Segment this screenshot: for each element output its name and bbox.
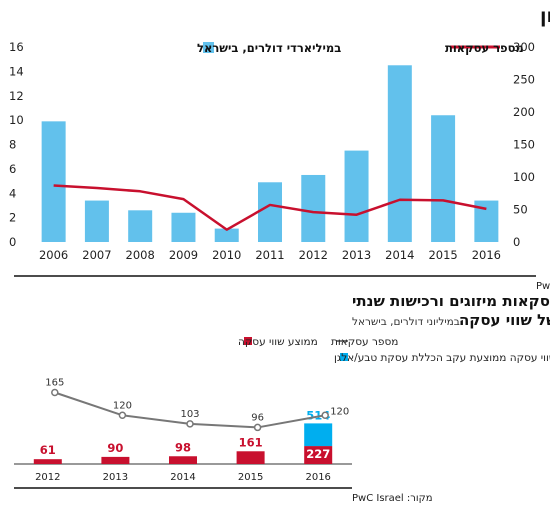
avg-legend-label: ממוצע שווי עסקה <box>238 336 318 348</box>
bar-2006 <box>41 121 66 242</box>
avg-bar-2012 <box>33 459 62 464</box>
y-right-tick-label: 250 <box>513 73 535 87</box>
chart2-title-line1: מספר עסקאות מיזוגים ורכישות שנתי <box>352 292 550 310</box>
count-value-label: 120 <box>330 406 349 417</box>
count-value-label: 120 <box>113 400 132 411</box>
chart2-title-line2-main: וממוצע של שווי עסקה <box>459 311 550 329</box>
x-tick-label: 2007 <box>82 248 111 262</box>
bar-2012 <box>301 174 326 242</box>
bar-2011 <box>258 182 282 242</box>
line-legend-label: מספר עסקאות <box>445 41 524 55</box>
x-tick-label: 2013 <box>103 472 128 483</box>
count-value-label: 96 <box>251 412 264 423</box>
avg-value-label: 61 <box>40 443 56 457</box>
x-tick-label: 2016 <box>472 248 501 262</box>
extra-bar-2016 <box>304 423 333 447</box>
chart2-plot: 6120129020139820141612015514227201616512… <box>14 378 352 483</box>
extra-legend-swatch <box>340 353 348 361</box>
y-left-tick-label: 2 <box>9 211 16 225</box>
y-left-tick-label: 10 <box>9 113 24 127</box>
count-point <box>51 388 59 397</box>
bar-2014 <box>387 65 412 242</box>
x-tick-label: 2011 <box>255 248 284 262</box>
x-tick-label: 2016 <box>305 472 330 483</box>
y-left-tick-label: 4 <box>9 186 16 200</box>
avg-bar-2014 <box>169 456 197 464</box>
y-right-tick-label: 300 <box>513 40 535 54</box>
count-point <box>253 423 262 432</box>
y-left-tick-label: 16 <box>9 40 24 54</box>
avg-value-label: 227 <box>306 447 330 461</box>
bar-2010 <box>214 228 239 242</box>
y-right-tick-label: 0 <box>513 235 520 249</box>
bar-2008 <box>128 210 153 242</box>
y-left-tick-label: 14 <box>9 64 24 78</box>
x-tick-label: 2008 <box>126 248 155 262</box>
bar-2009 <box>171 212 196 242</box>
bars-legend-label: במיליארדי דולרים, בישראל <box>197 41 341 55</box>
count-value-label: 103 <box>180 409 199 420</box>
bars-legend-swatch <box>203 42 214 53</box>
chart2-source: מקור: PwC Israel <box>352 493 433 504</box>
count-point <box>186 420 194 428</box>
x-tick-label: 2014 <box>170 472 195 483</box>
y-left-tick-label: 0 <box>9 235 16 249</box>
y-left-tick-label: 8 <box>9 138 16 152</box>
chart1-title: סה”כ אקזיטים: הנפקות, מיזוגים ורכישות בע… <box>540 5 550 27</box>
y-right-tick-label: 50 <box>513 203 528 217</box>
deals-count-line <box>53 184 487 231</box>
bar-2007 <box>84 200 109 242</box>
y-right-tick-label: 100 <box>513 170 535 184</box>
x-tick-label: 2013 <box>342 248 371 262</box>
avg-bar-2015 <box>236 451 265 464</box>
chart2-title-unit: במיליוני דולרים, בישראל <box>352 316 460 328</box>
chart2-title-line2: וממוצע של שווי עסקה במיליוני דולרים, ביש… <box>352 310 550 329</box>
avg-value-label: 90 <box>107 441 123 455</box>
count-value-label: 165 <box>45 378 64 389</box>
x-tick-label: 2015 <box>428 248 457 262</box>
x-tick-label: 2006 <box>39 248 68 262</box>
avg-bar-2013 <box>101 456 130 464</box>
y-right-tick-label: 200 <box>513 105 535 119</box>
x-tick-label: 2014 <box>385 248 414 262</box>
bar-2015 <box>431 115 456 242</box>
y-left-tick-label: 12 <box>9 89 24 103</box>
x-tick-label: 2012 <box>35 472 60 483</box>
avg-legend-swatch <box>244 337 252 345</box>
count-legend-label: מספר עסקאות <box>331 336 398 348</box>
x-tick-label: 2015 <box>238 472 263 483</box>
x-tick-label: 2010 <box>212 248 241 262</box>
x-tick-label: 2012 <box>299 248 328 262</box>
avg-value-label: 98 <box>175 440 191 454</box>
count-point <box>321 411 329 420</box>
y-left-tick-label: 6 <box>9 162 16 176</box>
count-point <box>118 411 127 420</box>
y-right-tick-label: 150 <box>513 138 535 152</box>
chart1-source: מקור: PwC Israel <box>536 281 550 292</box>
avg-bar-2016 <box>304 446 333 464</box>
avg-value-label: 161 <box>239 435 263 449</box>
chart1-plot: 0 2 4 6 8 10 12 14 16 0 50 100 150 200 250 300 2006 2007 2… <box>9 40 535 262</box>
x-tick-label: 2009 <box>169 248 198 262</box>
bar-2013 <box>344 150 369 242</box>
